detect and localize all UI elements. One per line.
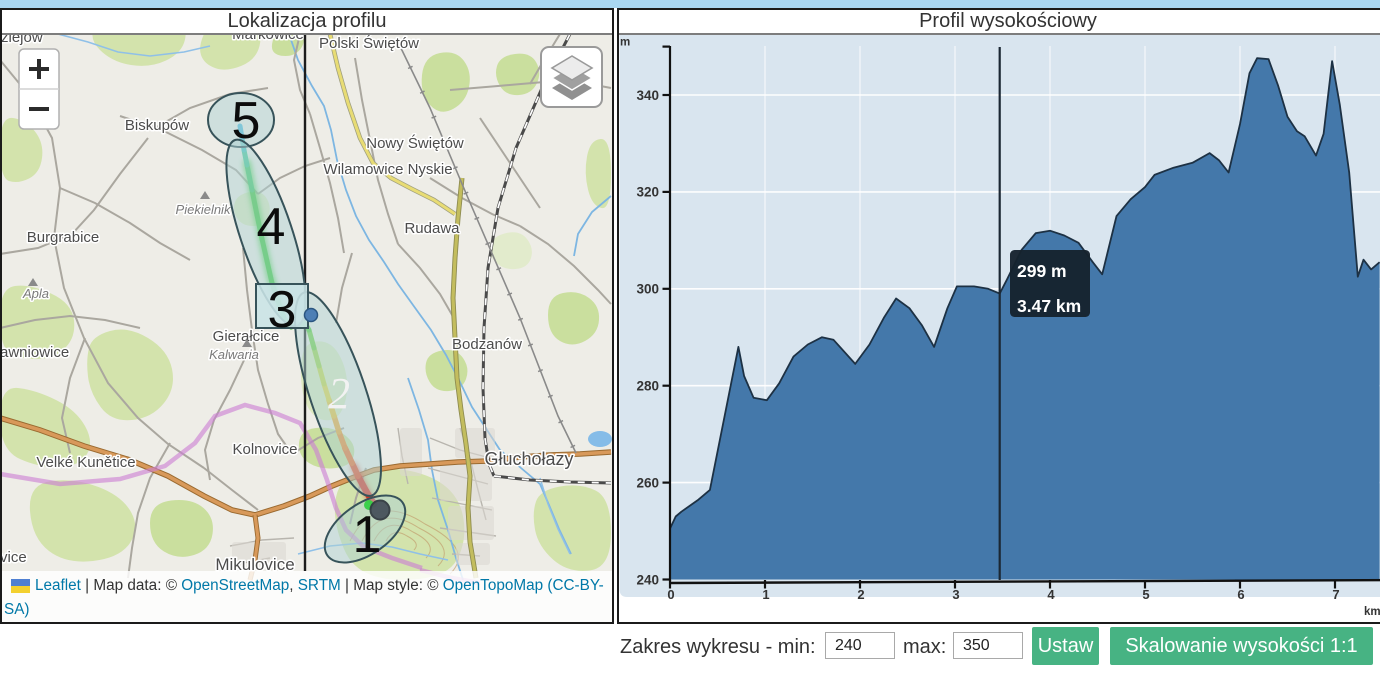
- svg-text:340: 340: [636, 88, 659, 103]
- svg-text:SA): SA): [4, 601, 30, 618]
- svg-text:Polski Świętów: Polski Świętów: [319, 35, 419, 52]
- svg-text:m: m: [620, 37, 630, 49]
- svg-text:ziejów: ziejów: [2, 35, 43, 46]
- svg-text:Burgrabice: Burgrabice: [27, 229, 100, 246]
- svg-text:4: 4: [257, 198, 286, 256]
- svg-text:260: 260: [636, 475, 659, 490]
- svg-text:Gierałcice: Gierałcice: [213, 328, 280, 345]
- svg-text:3: 3: [268, 281, 297, 339]
- svg-text:Mikulovice: Mikulovice: [215, 555, 294, 574]
- svg-text:Piekielnik: Piekielnik: [176, 202, 232, 217]
- svg-text:Leaflet | Map data: © OpenStre: Leaflet | Map data: © OpenStreetMap, SRT…: [35, 577, 604, 594]
- svg-text:3.47 km: 3.47 km: [1017, 296, 1081, 316]
- svg-text:Głuchołazy: Głuchołazy: [484, 449, 573, 469]
- svg-text:3: 3: [952, 587, 959, 602]
- svg-text:4: 4: [1047, 587, 1055, 602]
- svg-text:240: 240: [636, 572, 659, 587]
- svg-text:2: 2: [328, 369, 350, 418]
- svg-text:Wilamowice Nyskie: Wilamowice Nyskie: [323, 161, 452, 178]
- svg-text:vice: vice: [2, 549, 27, 566]
- svg-text:7: 7: [1332, 587, 1339, 602]
- svg-text:1: 1: [353, 506, 382, 564]
- svg-text:Apla: Apla: [22, 286, 49, 301]
- svg-text:6: 6: [1237, 587, 1244, 602]
- svg-text:300: 300: [636, 282, 659, 297]
- svg-text:320: 320: [636, 185, 659, 200]
- svg-text:1: 1: [762, 587, 769, 602]
- svg-text:awniowice: awniowice: [2, 344, 69, 361]
- svg-text:Kolnovice: Kolnovice: [232, 441, 297, 458]
- svg-text:Rudawa: Rudawa: [404, 220, 460, 237]
- svg-text:5: 5: [232, 92, 261, 150]
- svg-text:5: 5: [1142, 587, 1149, 602]
- svg-text:km: km: [1364, 606, 1380, 618]
- svg-text:Nowy Świętów: Nowy Świętów: [366, 134, 464, 152]
- svg-text:Bodzanów: Bodzanów: [452, 336, 522, 353]
- svg-text:Velké Kunětice: Velké Kunětice: [36, 454, 135, 471]
- svg-text:2: 2: [857, 587, 864, 602]
- svg-text:280: 280: [636, 379, 659, 394]
- svg-text:Biskupów: Biskupów: [125, 117, 189, 134]
- svg-text:0: 0: [667, 587, 674, 602]
- svg-text:299 m: 299 m: [1017, 261, 1067, 281]
- svg-text:Markowice: Markowice: [232, 35, 304, 43]
- svg-text:Kalwaria: Kalwaria: [209, 347, 259, 362]
